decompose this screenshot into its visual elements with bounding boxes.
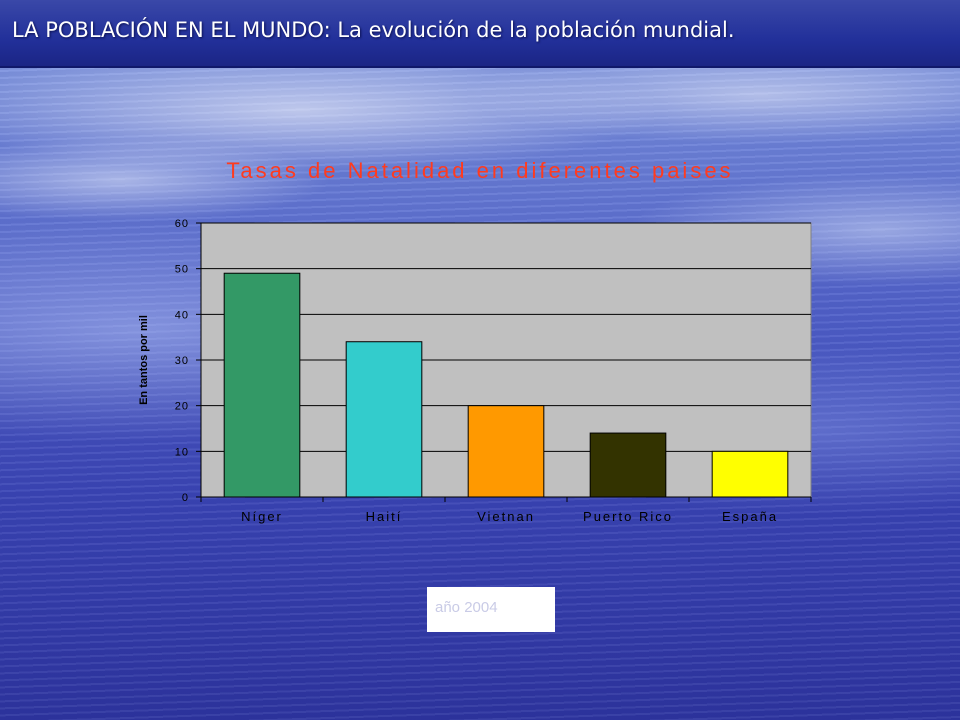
- y-tick-label: 50: [175, 264, 189, 276]
- x-tick-label: Vietnan: [477, 509, 535, 524]
- y-tick-label: 30: [175, 355, 189, 367]
- x-tick-label: Puerto Rico: [583, 509, 673, 524]
- x-tick-label: España: [722, 509, 778, 524]
- bar-4: [711, 450, 789, 498]
- bar-0: [223, 272, 301, 498]
- y-tick-label: 40: [175, 309, 189, 321]
- year-label: año 2004: [435, 599, 498, 616]
- y-tick-label: 20: [175, 401, 189, 413]
- chart-title: Tasas de Natalidad en diferentes paises: [226, 158, 734, 183]
- y-tick-label: 10: [175, 446, 189, 458]
- slide-title: LA POBLACIÓN EN EL MUNDO: La evolución d…: [12, 18, 735, 42]
- bar-2: [467, 405, 545, 498]
- y-axis-label: En tantos por mil: [138, 315, 150, 405]
- bar-1: [345, 341, 423, 498]
- bar-3: [589, 432, 667, 498]
- x-tick-label: Níger: [241, 509, 283, 524]
- y-tick-label: 60: [175, 218, 189, 230]
- y-tick-label: 0: [182, 492, 189, 504]
- year-label-box: año 2004: [427, 587, 555, 632]
- slide-title-bar: LA POBLACIÓN EN EL MUNDO: La evolución d…: [0, 0, 960, 68]
- x-tick-label: Haití: [366, 509, 403, 524]
